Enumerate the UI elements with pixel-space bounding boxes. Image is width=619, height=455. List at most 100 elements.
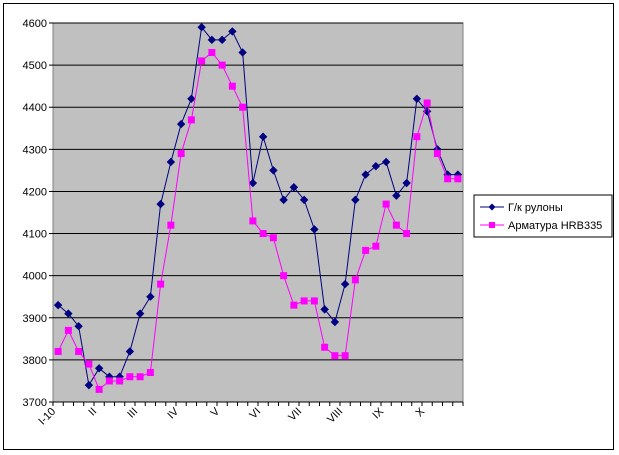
data-point xyxy=(454,175,462,183)
legend-item: Г/к рулоны xyxy=(480,202,563,214)
series-2 xyxy=(54,48,462,393)
series-layer xyxy=(53,23,463,393)
x-tick-label: X xyxy=(414,405,428,419)
data-point xyxy=(279,195,288,205)
data-point xyxy=(74,321,83,331)
data-point xyxy=(166,157,176,167)
data-point xyxy=(136,373,144,381)
data-point xyxy=(116,377,124,385)
y-tick-label: 4200 xyxy=(23,186,47,198)
data-point xyxy=(75,347,83,355)
data-point xyxy=(433,150,441,158)
data-point xyxy=(320,305,329,314)
data-point xyxy=(197,23,206,32)
data-point xyxy=(392,191,401,200)
data-point xyxy=(125,347,135,356)
gridlines xyxy=(53,22,463,403)
data-point xyxy=(146,292,155,301)
data-point xyxy=(310,225,319,234)
y-tick-label: 4400 xyxy=(23,102,47,114)
legend-item: Арматура HRB335 xyxy=(480,220,602,232)
data-point xyxy=(187,116,195,124)
data-point xyxy=(321,343,329,351)
chart-frame: 3700 3800 3900 4000 4100 4200 4300 4400 4500 4600… xyxy=(3,3,614,450)
data-point xyxy=(331,352,339,360)
data-point xyxy=(371,161,381,171)
legend: Г/к рулоны Арматура HRB335 xyxy=(473,194,613,238)
y-tick-label: 4000 xyxy=(23,271,47,283)
legend-marker xyxy=(489,222,495,228)
data-point xyxy=(300,297,308,305)
data-point xyxy=(351,276,359,284)
y-axis: 3700 3800 3900 4000 4100 4200 4300 4400 4500 4600 xyxy=(23,18,53,409)
data-point xyxy=(198,57,206,65)
x-tick-label: VIII xyxy=(325,406,345,426)
y-tick-label: 3700 xyxy=(23,397,47,409)
data-point xyxy=(341,352,349,360)
data-point xyxy=(146,369,154,377)
data-point xyxy=(361,170,370,179)
legend-marker xyxy=(488,203,496,211)
data-point xyxy=(381,157,391,167)
data-point xyxy=(444,175,452,183)
data-point xyxy=(238,48,247,57)
x-tick-label: VI xyxy=(247,406,263,422)
data-point xyxy=(208,48,216,56)
y-tick-label: 4500 xyxy=(23,60,47,72)
data-point xyxy=(259,230,267,238)
x-tick-label: II xyxy=(86,406,99,419)
data-point xyxy=(258,132,268,141)
data-point xyxy=(64,326,72,334)
x-tick-label: VII xyxy=(286,406,304,424)
series-1 xyxy=(53,23,463,390)
data-point xyxy=(228,82,236,90)
data-point xyxy=(157,280,165,288)
data-point xyxy=(135,309,145,318)
data-point xyxy=(351,195,360,205)
x-tick-label: IV xyxy=(165,405,181,421)
y-tick-label: 3900 xyxy=(23,313,47,325)
data-point xyxy=(299,195,309,205)
data-point xyxy=(207,35,217,45)
data-point xyxy=(310,297,318,305)
data-point xyxy=(423,99,431,107)
data-point xyxy=(218,61,226,69)
x-tick-label: III xyxy=(125,406,140,421)
data-point xyxy=(126,373,134,381)
data-point xyxy=(280,272,288,280)
data-point xyxy=(94,364,104,373)
data-point xyxy=(54,347,62,355)
data-point xyxy=(53,300,63,310)
data-point xyxy=(85,360,93,368)
data-point xyxy=(249,217,257,225)
data-point xyxy=(362,246,370,254)
data-point xyxy=(330,317,340,327)
data-point xyxy=(289,183,299,192)
data-point xyxy=(372,242,380,250)
legend-label: Г/к рулоны xyxy=(508,202,563,214)
legend-box xyxy=(473,194,613,238)
data-point xyxy=(187,94,196,104)
data-point xyxy=(177,150,185,158)
x-axis: I-10 II III IV V VI VII VIII IX X xyxy=(36,401,464,428)
data-point xyxy=(403,230,411,238)
data-point xyxy=(248,178,258,188)
data-point xyxy=(167,221,175,229)
data-point xyxy=(228,27,237,36)
y-tick-label: 4300 xyxy=(23,144,47,156)
data-point xyxy=(239,103,247,111)
series-line xyxy=(57,26,458,387)
data-point xyxy=(269,166,278,175)
y-tick-label: 4600 xyxy=(23,18,47,30)
data-point xyxy=(105,377,113,385)
data-point xyxy=(413,133,421,141)
data-point xyxy=(402,178,411,188)
legend-label: Арматура HRB335 xyxy=(508,220,602,232)
y-tick-label: 4100 xyxy=(23,229,47,241)
y-tick-label: 3800 xyxy=(23,355,47,367)
data-point xyxy=(340,279,350,289)
plot-area xyxy=(52,22,464,403)
x-tick-label: V xyxy=(209,405,223,419)
data-point xyxy=(269,234,277,242)
data-point xyxy=(290,301,298,309)
